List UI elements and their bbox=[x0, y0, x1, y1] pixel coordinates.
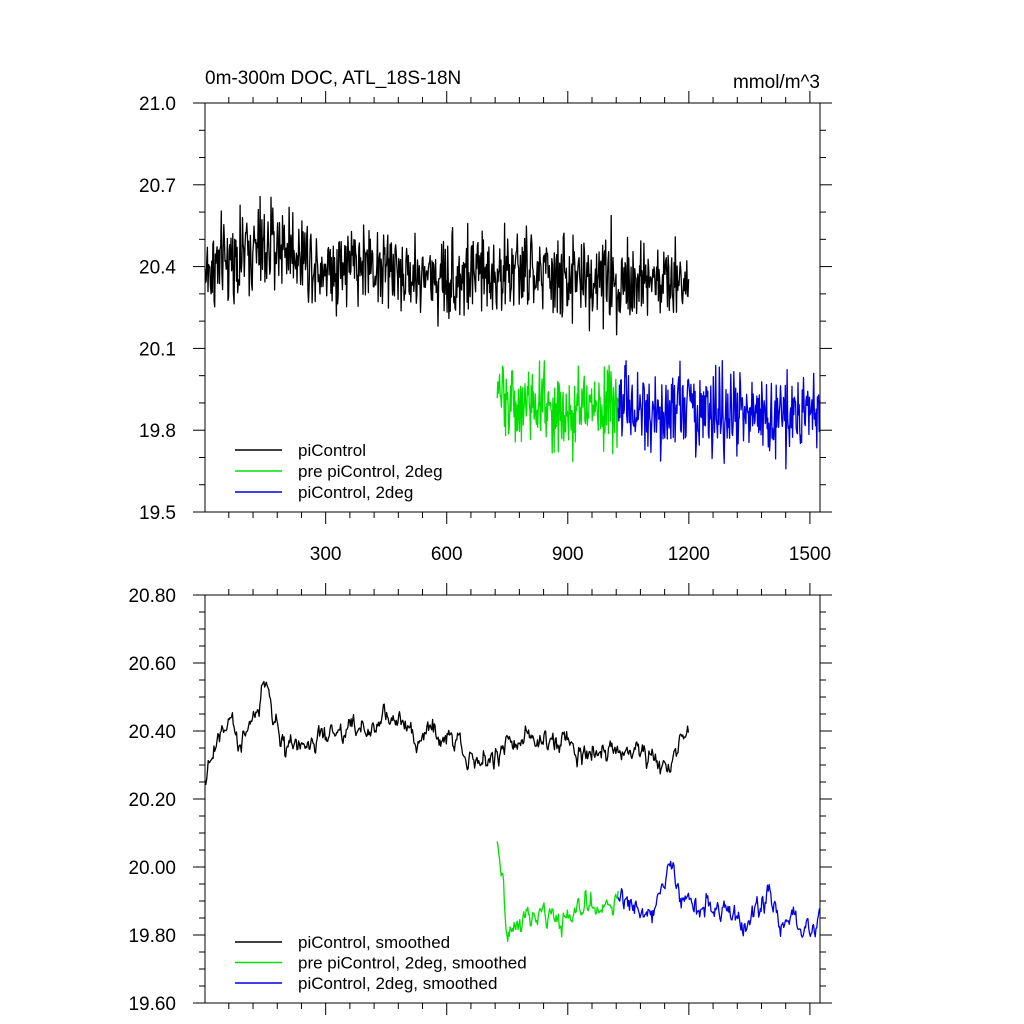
x-tick-label: 300 bbox=[310, 544, 342, 565]
y-tick-label: 20.1 bbox=[139, 339, 176, 360]
top-panel-legend: piControl pre piControl, 2deg piControl, 2… bbox=[235, 441, 443, 502]
legend-label: pre piControl, 2deg, smoothed bbox=[298, 954, 527, 973]
legend-label: piControl, 2deg, smoothed bbox=[298, 974, 497, 993]
y-tick-label: 20.80 bbox=[128, 586, 176, 607]
x-tick-label: 1500 bbox=[789, 544, 831, 565]
bottom-panel: 19.60 19.80 20.00 20.20 20.40 20.60 20.80 piCo… bbox=[128, 583, 832, 1015]
y-tick-label: 19.60 bbox=[128, 994, 176, 1015]
series-line-2 bbox=[496, 841, 619, 942]
top-panel-series bbox=[204, 195, 821, 470]
y-tick-label: 20.60 bbox=[128, 654, 176, 675]
y-tick-label: 20.20 bbox=[128, 790, 176, 811]
bottom-panel-axes: 19.60 19.80 20.00 20.20 20.40 20.60 20.80 bbox=[128, 583, 832, 1015]
series-line-3 bbox=[617, 360, 821, 470]
top-panel-axes: 300 600 900 1200 1500 19.5 19.8 20.1 20.4 20.7 21.… bbox=[139, 91, 832, 565]
y-tick-label: 20.40 bbox=[128, 722, 176, 743]
series-line-2 bbox=[496, 360, 619, 463]
bottom-panel-series bbox=[204, 680, 821, 942]
legend-label: piControl, smoothed bbox=[298, 933, 450, 952]
plot-frame bbox=[204, 102, 821, 513]
legend-label: piControl bbox=[298, 441, 366, 460]
y-tick-label: 20.7 bbox=[139, 176, 176, 197]
top-panel-units: mmol/m^3 bbox=[733, 72, 820, 93]
x-tick-label: 900 bbox=[552, 544, 584, 565]
top-panel: 0m-300m DOC, ATL_18S-18N mmol/m^3 300 600… bbox=[139, 68, 832, 565]
y-tick-label: 20.00 bbox=[128, 858, 176, 879]
y-tick-label: 20.4 bbox=[139, 258, 176, 279]
series-line-3 bbox=[617, 860, 821, 938]
top-panel-title: 0m-300m DOC, ATL_18S-18N bbox=[205, 68, 461, 89]
bottom-panel-legend: piControl, smoothed pre piControl, 2deg, … bbox=[235, 933, 527, 993]
y-tick-label: 19.5 bbox=[139, 503, 176, 524]
series-line-1 bbox=[204, 680, 690, 786]
x-tick-label: 600 bbox=[431, 544, 463, 565]
y-tick-label: 19.80 bbox=[128, 926, 176, 947]
y-tick-label: 21.0 bbox=[139, 94, 176, 115]
legend-label: piControl, 2deg bbox=[298, 483, 413, 502]
series-line-1 bbox=[204, 195, 690, 336]
x-tick-label: 1200 bbox=[668, 544, 710, 565]
legend-label: pre piControl, 2deg bbox=[298, 462, 443, 481]
y-tick-label: 19.8 bbox=[139, 421, 176, 442]
